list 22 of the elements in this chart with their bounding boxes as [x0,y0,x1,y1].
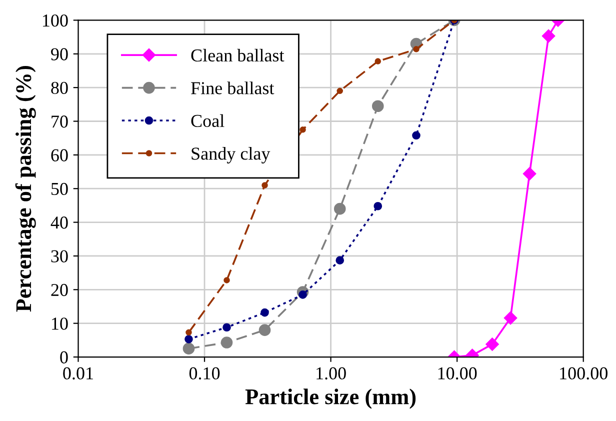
x-tick-label: 100.00 [560,367,608,380]
x-tick-label: 0.10 [189,367,220,380]
y-tick-label: 100 [43,14,68,27]
y-axis-title: Percentage of passing (%) [15,66,36,312]
y-tick-label: 0 [60,351,68,364]
x-tick-label: 10.00 [438,367,477,380]
y-tick-label: 10 [52,318,68,330]
legend-label: Coal [191,114,224,128]
y-tick-label: 70 [52,116,68,128]
y-tick-label: 20 [51,284,68,296]
y-tick-label: 50 [52,182,68,196]
x-tick-label: 1.00 [316,367,346,380]
y-tick-label: 60 [51,149,68,162]
y-tick-label: 90 [51,48,68,60]
y-tick-label: 80 [51,82,68,94]
legend-label: Fine ballast [191,82,274,94]
x-axis-title: Particle size (mm) [245,388,416,409]
legend-label: Sandy clay [192,147,270,164]
x-tick-label: 0.01 [63,367,93,380]
y-tick-label: 40 [50,216,68,229]
legend-label: Clean ballast [191,48,284,62]
y-tick-label: 30 [51,250,68,262]
